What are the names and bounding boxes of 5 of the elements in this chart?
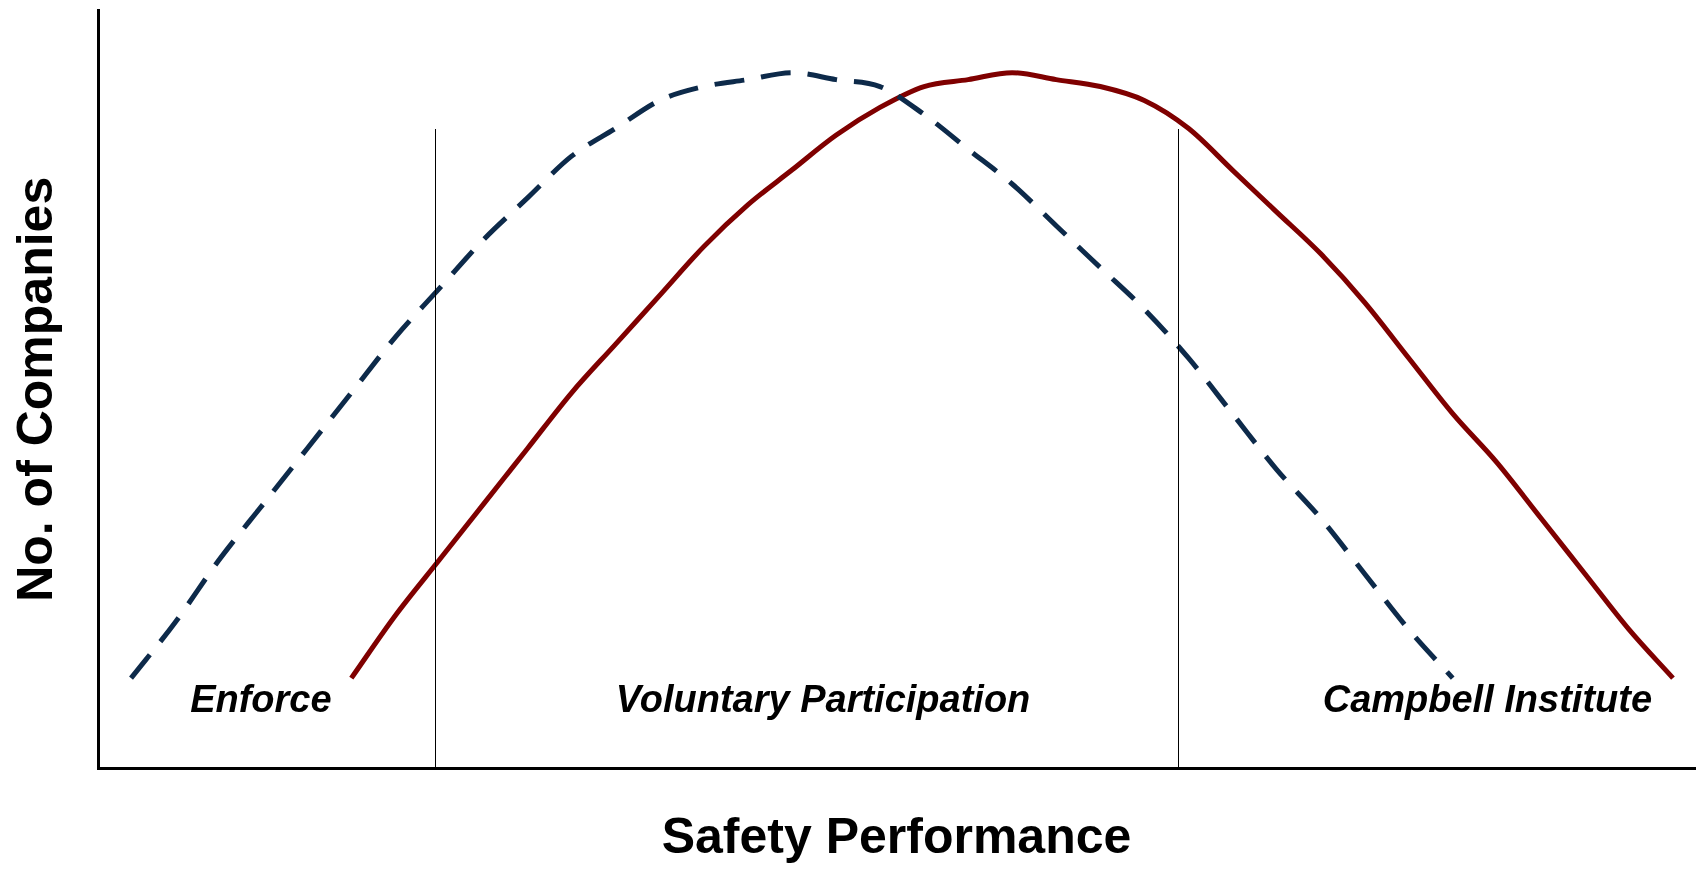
annotation: Voluntary Participation [615,678,1031,722]
y-axis-title: No. of Companies [6,176,63,602]
x-axis-title: Safety Performance [661,807,1132,864]
annotation: Enforce [190,678,332,722]
annotation: Campbell Institute [1322,678,1653,722]
